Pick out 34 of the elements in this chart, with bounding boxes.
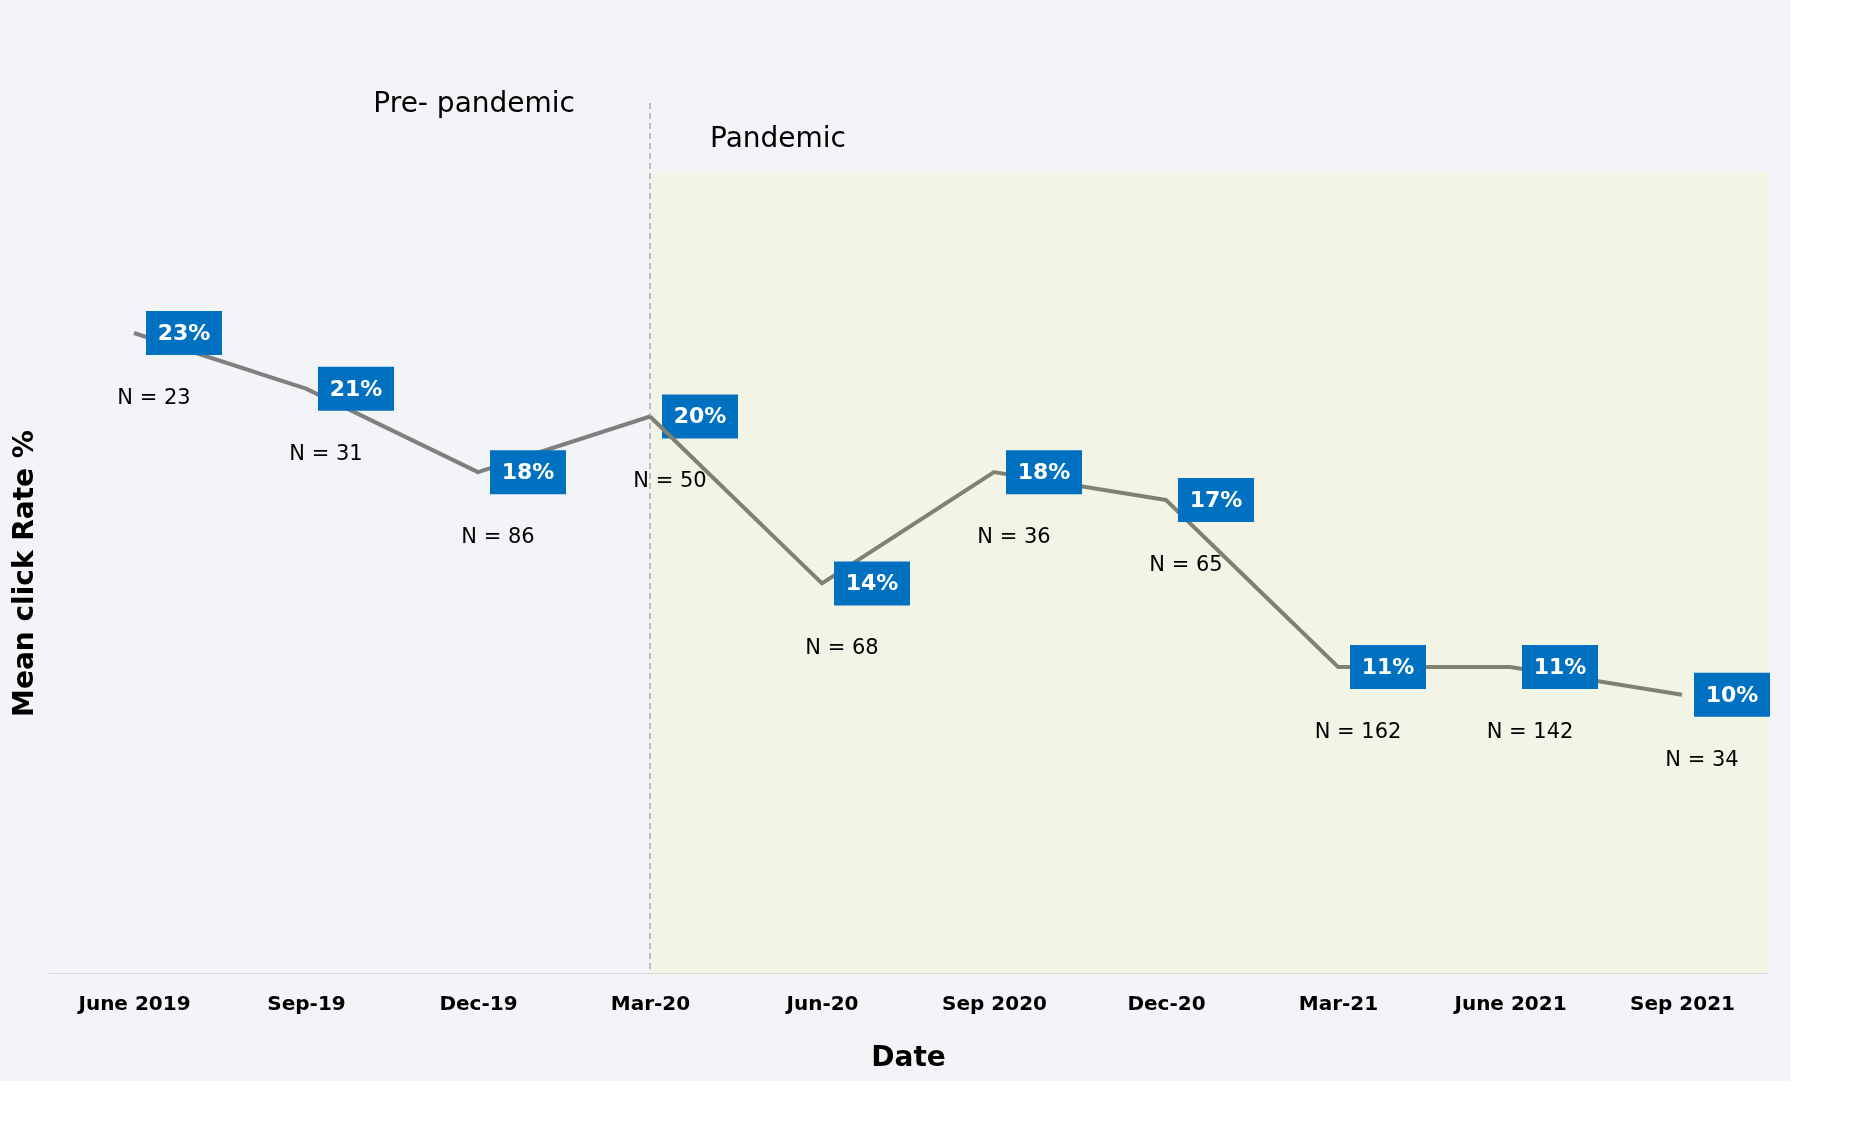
data-label: 17% (1189, 486, 1243, 512)
annotation: N = 68 (805, 635, 879, 660)
annotation: N = 31 (289, 440, 363, 465)
x-tick-label: Dec-20 (1127, 990, 1206, 1015)
data-label: 20% (673, 403, 727, 429)
x-tick-label: June 2019 (76, 990, 191, 1015)
annotation: N = 86 (461, 524, 535, 549)
data-label: 18% (1017, 459, 1071, 485)
x-tick-label: Jun-20 (784, 990, 859, 1015)
x-tick-label: Mar-21 (1298, 990, 1379, 1015)
x-tick-label: Dec-19 (439, 990, 518, 1015)
data-label: 23% (157, 320, 211, 345)
annotation: N = 36 (977, 524, 1051, 549)
annotation: N = 142 (1486, 718, 1574, 743)
x-tick-label: June 2021 (1452, 990, 1567, 1015)
data-label: 11% (1361, 653, 1415, 679)
annotation: N = 34 (1665, 746, 1739, 771)
x-axis-title: Date (871, 1039, 946, 1073)
data-label: 18% (501, 459, 555, 485)
data-label: 21% (329, 375, 383, 401)
x-tick-label: Sep 2021 (1630, 990, 1735, 1015)
annotation: N = 162 (1314, 718, 1402, 743)
annotation: N = 50 (633, 468, 707, 493)
annotation: N = 23 (117, 385, 191, 409)
y-axis-title: Mean click Rate % (6, 430, 40, 717)
data-label: 10% (1705, 681, 1759, 707)
annotation: N = 65 (1149, 551, 1223, 576)
data-label: 11% (1533, 653, 1587, 679)
x-tick-label: Sep-19 (267, 990, 346, 1015)
ref-line-label: Pre- pandemic (373, 86, 575, 119)
data-label: 14% (845, 570, 899, 596)
x-tick-label: Mar-20 (610, 990, 691, 1015)
x-tick-label: Sep 2020 (942, 990, 1047, 1015)
band-label: Pandemic (710, 121, 846, 154)
